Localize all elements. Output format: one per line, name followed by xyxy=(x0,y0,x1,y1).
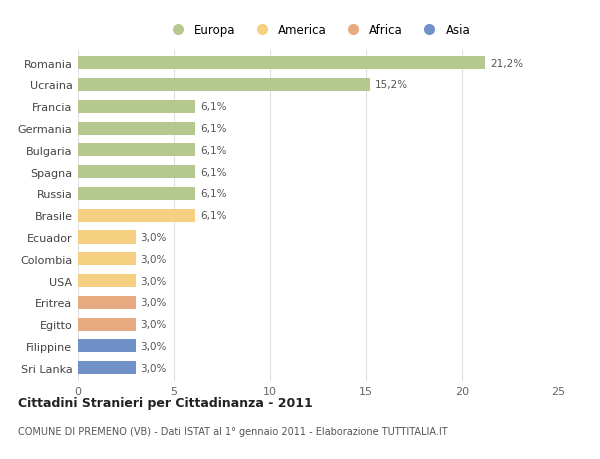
Bar xyxy=(78,57,485,70)
Bar xyxy=(78,318,136,331)
Bar xyxy=(78,231,136,244)
Bar xyxy=(78,101,195,113)
Text: 6,1%: 6,1% xyxy=(200,189,226,199)
Bar xyxy=(78,296,136,309)
Bar xyxy=(78,187,195,201)
Bar xyxy=(78,361,136,375)
Bar xyxy=(78,79,370,92)
Bar xyxy=(78,274,136,287)
Text: 3,0%: 3,0% xyxy=(140,254,167,264)
Bar xyxy=(78,166,195,179)
Text: 21,2%: 21,2% xyxy=(490,59,523,68)
Text: 15,2%: 15,2% xyxy=(374,80,408,90)
Legend: Europa, America, Africa, Asia: Europa, America, Africa, Asia xyxy=(161,19,475,41)
Text: 3,0%: 3,0% xyxy=(140,363,167,373)
Text: Cittadini Stranieri per Cittadinanza - 2011: Cittadini Stranieri per Cittadinanza - 2… xyxy=(18,396,313,409)
Bar xyxy=(78,122,195,135)
Text: 3,0%: 3,0% xyxy=(140,276,167,286)
Text: 3,0%: 3,0% xyxy=(140,232,167,242)
Bar xyxy=(78,144,195,157)
Text: 3,0%: 3,0% xyxy=(140,341,167,351)
Bar xyxy=(78,340,136,353)
Text: 3,0%: 3,0% xyxy=(140,298,167,308)
Text: 6,1%: 6,1% xyxy=(200,102,226,112)
Text: 3,0%: 3,0% xyxy=(140,319,167,330)
Text: 6,1%: 6,1% xyxy=(200,211,226,221)
Bar xyxy=(78,253,136,266)
Text: 6,1%: 6,1% xyxy=(200,124,226,134)
Text: COMUNE DI PREMENO (VB) - Dati ISTAT al 1° gennaio 2011 - Elaborazione TUTTITALIA: COMUNE DI PREMENO (VB) - Dati ISTAT al 1… xyxy=(18,426,448,436)
Bar xyxy=(78,209,195,222)
Text: 6,1%: 6,1% xyxy=(200,167,226,177)
Text: 6,1%: 6,1% xyxy=(200,146,226,156)
